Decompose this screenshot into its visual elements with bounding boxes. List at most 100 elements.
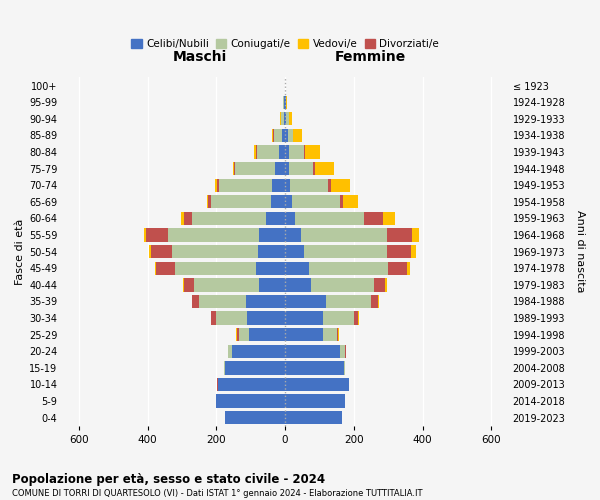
Bar bbox=[217, 394, 285, 407]
Bar bbox=[199, 295, 245, 308]
Bar bbox=[191, 295, 193, 308]
Bar bbox=[286, 96, 287, 109]
Bar bbox=[284, 112, 285, 126]
Bar bbox=[285, 212, 295, 225]
Bar bbox=[285, 146, 289, 158]
Bar bbox=[149, 245, 151, 258]
Bar bbox=[285, 278, 311, 291]
Bar bbox=[304, 146, 305, 158]
Bar bbox=[207, 195, 208, 208]
Bar bbox=[219, 178, 272, 192]
Bar bbox=[285, 361, 344, 374]
Bar bbox=[224, 361, 225, 374]
Bar bbox=[289, 112, 292, 126]
Bar bbox=[292, 195, 340, 208]
Bar bbox=[181, 212, 184, 225]
Bar bbox=[225, 361, 285, 374]
Bar bbox=[407, 262, 410, 275]
Bar bbox=[249, 328, 285, 342]
Bar bbox=[168, 228, 259, 241]
Bar bbox=[274, 129, 283, 142]
Bar bbox=[323, 328, 337, 342]
Bar bbox=[285, 394, 345, 407]
Bar bbox=[313, 162, 315, 175]
Bar bbox=[328, 178, 331, 192]
Bar bbox=[175, 262, 256, 275]
Bar bbox=[290, 178, 328, 192]
Bar bbox=[364, 212, 383, 225]
Bar bbox=[289, 146, 304, 158]
Bar bbox=[285, 262, 309, 275]
Bar bbox=[217, 312, 247, 324]
Bar bbox=[237, 328, 239, 342]
Bar bbox=[144, 228, 146, 241]
Bar bbox=[156, 262, 175, 275]
Bar bbox=[345, 344, 346, 358]
Bar bbox=[388, 262, 407, 275]
Bar bbox=[234, 162, 235, 175]
Bar bbox=[326, 295, 371, 308]
Legend: Celibi/Nubili, Coniugati/e, Vedovi/e, Divorziati/e: Celibi/Nubili, Coniugati/e, Vedovi/e, Di… bbox=[129, 37, 441, 52]
Bar bbox=[304, 245, 386, 258]
Bar bbox=[272, 129, 273, 142]
Bar bbox=[358, 312, 359, 324]
Bar bbox=[235, 162, 275, 175]
Bar bbox=[285, 328, 323, 342]
Bar bbox=[254, 146, 256, 158]
Bar bbox=[247, 312, 285, 324]
Text: Popolazione per età, sesso e stato civile - 2024: Popolazione per età, sesso e stato civil… bbox=[12, 472, 325, 486]
Bar bbox=[285, 411, 342, 424]
Bar bbox=[285, 129, 288, 142]
Text: Maschi: Maschi bbox=[173, 50, 227, 64]
Bar bbox=[273, 129, 274, 142]
Bar bbox=[340, 344, 345, 358]
Bar bbox=[275, 162, 285, 175]
Bar bbox=[285, 162, 289, 175]
Y-axis label: Fasce di età: Fasce di età bbox=[15, 218, 25, 285]
Bar bbox=[378, 295, 379, 308]
Bar bbox=[283, 129, 285, 142]
Bar bbox=[245, 295, 285, 308]
Bar bbox=[239, 328, 249, 342]
Bar bbox=[256, 262, 285, 275]
Bar bbox=[301, 228, 386, 241]
Bar bbox=[236, 328, 237, 342]
Bar bbox=[217, 178, 219, 192]
Bar bbox=[285, 312, 323, 324]
Bar bbox=[309, 262, 388, 275]
Bar bbox=[285, 245, 304, 258]
Bar bbox=[151, 245, 172, 258]
Bar bbox=[340, 195, 343, 208]
Bar bbox=[371, 295, 378, 308]
Bar bbox=[184, 212, 193, 225]
Bar bbox=[293, 129, 302, 142]
Bar bbox=[354, 312, 358, 324]
Bar bbox=[383, 212, 395, 225]
Bar bbox=[256, 146, 257, 158]
Bar bbox=[338, 328, 339, 342]
Bar bbox=[280, 112, 281, 126]
Bar bbox=[285, 178, 290, 192]
Bar bbox=[183, 278, 184, 291]
Bar bbox=[233, 162, 234, 175]
Bar bbox=[279, 146, 285, 158]
Text: COMUNE DI TORRI DI QUARTESOLO (VI) - Dati ISTAT 1° gennaio 2024 - Elaborazione T: COMUNE DI TORRI DI QUARTESOLO (VI) - Dat… bbox=[12, 489, 422, 498]
Bar bbox=[315, 162, 334, 175]
Y-axis label: Anni di nascita: Anni di nascita bbox=[575, 210, 585, 293]
Bar bbox=[271, 195, 285, 208]
Bar bbox=[146, 228, 168, 241]
Bar bbox=[193, 295, 199, 308]
Bar bbox=[286, 112, 289, 126]
Bar bbox=[285, 112, 286, 126]
Bar bbox=[285, 228, 301, 241]
Bar bbox=[193, 212, 266, 225]
Bar bbox=[215, 178, 217, 192]
Bar bbox=[412, 228, 419, 241]
Bar bbox=[410, 245, 416, 258]
Bar bbox=[285, 96, 286, 109]
Bar bbox=[194, 278, 259, 291]
Bar bbox=[257, 146, 279, 158]
Bar bbox=[228, 344, 229, 358]
Bar bbox=[305, 146, 320, 158]
Bar bbox=[285, 378, 349, 391]
